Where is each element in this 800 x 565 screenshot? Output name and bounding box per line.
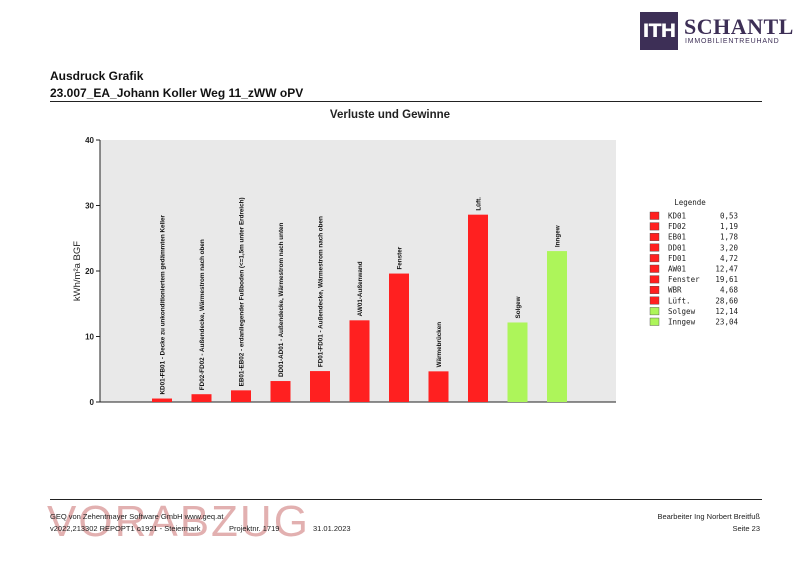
draft-watermark: VORABZUG — [47, 497, 310, 546]
header-divider — [50, 101, 762, 102]
y-tick-label: 10 — [85, 333, 94, 342]
legend-entry-label: FD02 — [668, 222, 686, 231]
legend-entry-label: EB01 — [668, 233, 686, 242]
legend-entry-value: 12,14 — [715, 307, 738, 316]
legend-swatch — [649, 286, 660, 294]
legend-swatch — [649, 232, 660, 241]
bar-label: DD01-AD01 - Außendecke, Wärmestrom nach … — [278, 222, 285, 377]
y-tick-label: 30 — [85, 202, 94, 211]
y-axis-label: kWh/m²a BGF — [72, 241, 83, 301]
bar — [468, 214, 488, 402]
chart-title: Verluste und Gewinne — [330, 109, 450, 121]
project-title: 23.007_EA_Johann Koller Weg 11_zWW oPV — [50, 86, 304, 100]
legend-swatch — [649, 254, 660, 263]
bar-label: Fenster — [397, 246, 404, 269]
bar-label: EB01-EB02 - erdanliegender Fußboden (<=1… — [239, 197, 246, 386]
bar-label: KD01-FB01 - Decke zu unkonditioniertem g… — [160, 214, 167, 394]
bar — [507, 322, 528, 402]
legend-entry-value: 19,61 — [715, 275, 738, 284]
legend-entry-label: Lüft. — [668, 296, 691, 305]
bar — [310, 371, 330, 402]
bar — [349, 320, 370, 402]
legend-entry-label: Inngew — [668, 318, 696, 327]
legend-entry-value: 3,20 — [720, 243, 739, 252]
footer-author: Bearbeiter Ing Norbert Breitfuß — [657, 512, 760, 521]
legend-entry-label: DD01 — [668, 243, 686, 252]
bar — [270, 381, 291, 402]
legend-entry-value: 4,68 — [720, 286, 739, 295]
legend-entry-value: 28,60 — [715, 296, 738, 305]
legend-entry-value: 12,47 — [715, 265, 738, 274]
legend-entry-label: AW01 — [668, 265, 686, 274]
legend-swatch — [649, 296, 660, 305]
legend-swatch — [649, 317, 660, 326]
legend-swatch — [649, 264, 660, 273]
footer-page-number: Seite 23 — [732, 524, 760, 533]
legend-entry-value: 1,78 — [720, 233, 739, 242]
legend-entry-value: 0,53 — [720, 212, 738, 221]
footer-version: v2022,213302 REPOPT1 o1921 - Steiermark — [50, 524, 201, 533]
logo-name: SCHANTL — [684, 14, 794, 39]
y-tick-label: 0 — [90, 398, 95, 407]
bar-label: Wärmebrücken — [436, 322, 443, 368]
legend-entry-label: WBR — [668, 286, 682, 295]
legend-title: Legende — [674, 198, 706, 207]
bar-label: Lüft. — [476, 197, 483, 211]
page-title: Ausdruck Grafik — [50, 69, 144, 83]
bar — [231, 390, 251, 402]
bar — [547, 251, 567, 402]
legend-entry-value: 23,04 — [715, 318, 738, 327]
legend-swatch — [649, 211, 660, 220]
bar-label: FD01-FD01 - Außendecke, Wärmestrom nach … — [318, 216, 325, 367]
footer-date: 31.01.2023 — [313, 524, 351, 533]
legend-entry-label: KD01 — [668, 212, 686, 221]
y-tick-label: 40 — [85, 136, 94, 145]
bar-label: Inngew — [555, 225, 562, 247]
footer-software: GEQ von Zehentmayer Software GmbH www.ge… — [50, 512, 224, 521]
bar — [428, 371, 449, 402]
legend-entry-label: FD01 — [668, 254, 686, 263]
bar — [191, 394, 212, 402]
footer-divider — [50, 499, 762, 500]
legend-swatch — [649, 307, 660, 316]
company-logo: ITH SCHANTL IMMOBILIENTREUHAND — [640, 12, 793, 50]
bar-label: FD02-FD02 - Außendecke, Wärmestrom nach … — [199, 239, 206, 390]
bar-label: AW01-Außenwand — [357, 261, 364, 316]
logo-subtitle: IMMOBILIENTREUHAND — [685, 38, 780, 45]
legend-swatch — [649, 275, 660, 284]
logo-mark: ITH — [640, 12, 678, 50]
loss-gain-chart: Verluste und Gewinne 0 10 20 30 40 kWh/m²a BGF… — [72, 109, 739, 407]
legend-entry-label: Fenster — [668, 275, 700, 284]
bar — [152, 398, 172, 402]
legend-entry-label: Solgew — [668, 307, 696, 316]
legend-entry-value: 4,72 — [720, 254, 738, 263]
bar-label: Solgew — [515, 296, 522, 318]
footer-project-number: Projektnr. 1719 — [229, 524, 280, 533]
legend-entry-value: 1,19 — [720, 222, 738, 231]
bar — [389, 273, 409, 402]
legend-swatch — [649, 222, 660, 231]
y-tick-label: 20 — [85, 267, 94, 276]
legend-swatch — [649, 243, 660, 252]
